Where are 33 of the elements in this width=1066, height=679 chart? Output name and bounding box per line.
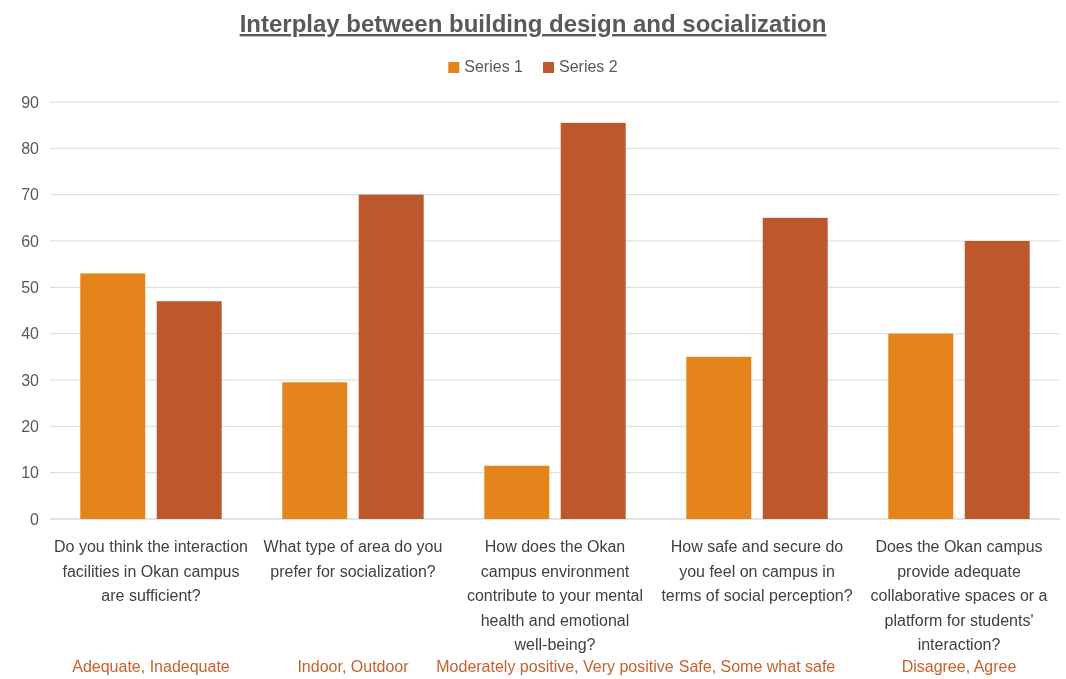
bar (80, 273, 146, 519)
y-tick-label: 90 (21, 93, 40, 111)
text: Disagree, Agree (901, 658, 1017, 675)
y-tick-label: 60 (21, 232, 40, 250)
x-tick-label: What type of area do you prefer for socialization? (263, 538, 443, 580)
bar (484, 465, 550, 519)
y-tick-label: 50 (21, 278, 40, 296)
chart-title: Interplay between building design and socialization (239, 10, 827, 37)
x-tick-label: Do you think the interaction facilities in Okan campus are sufficient? (54, 538, 248, 604)
y-tick-label: 20 (21, 417, 40, 435)
text: Moderately positive, Very positive (436, 658, 674, 675)
y-tick-label: 40 (21, 325, 40, 343)
text: Safe, Some what safe (678, 658, 836, 675)
x-tick-label: How does the Okan campus environment contribute to your mental health and emotional well-being? (466, 538, 644, 653)
x-tick-label: How safe and secure do you feel on campus in terms of social perception? (661, 538, 853, 604)
bar (888, 333, 954, 519)
y-tick-label: 0 (30, 510, 40, 528)
bar (560, 122, 626, 519)
y-tick-label: 70 (21, 186, 40, 204)
x-tick-label: Does the Okan campus provide adequate collaborative spaces or a platform for students' interaction? (870, 538, 1048, 653)
text: Indoor, Outdoor (297, 658, 410, 675)
bar (686, 356, 752, 519)
text: Adequate, Inadequate (72, 658, 230, 675)
bar (964, 241, 1030, 519)
y-tick-label: 10 (21, 464, 40, 482)
legend-label: Series 2 (559, 58, 618, 75)
y-tick-label: 30 (21, 371, 40, 389)
bar (358, 194, 424, 519)
bar (282, 382, 348, 519)
y-tick-label: 80 (21, 139, 40, 157)
bar (762, 217, 828, 519)
bar (156, 301, 222, 519)
legend-label: Series 1 (464, 58, 524, 75)
